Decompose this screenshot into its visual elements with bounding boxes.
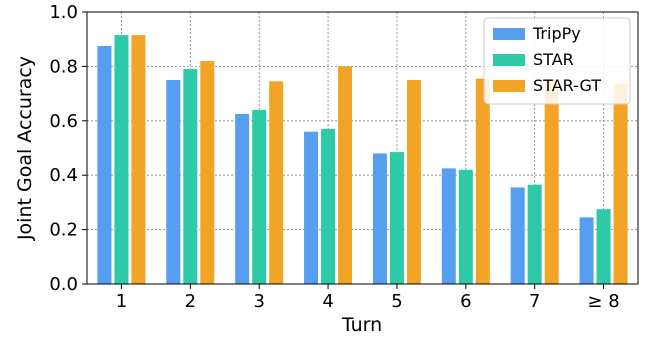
bar-star-gt-5: [406, 80, 421, 284]
x-axis-label: Turn: [341, 314, 382, 336]
x-tick-label: 2: [185, 291, 196, 312]
bar-star-7: [527, 184, 542, 284]
x-tick-label: ≥ 8: [587, 291, 619, 312]
bar-trippy-1: [97, 46, 112, 284]
legend-swatch: [493, 54, 525, 66]
y-tick-label: 0.2: [49, 220, 78, 241]
bar-trippy-3: [235, 114, 250, 284]
y-tick-label: 1.0: [49, 2, 78, 23]
bar-trippy-4: [304, 131, 319, 284]
bar-trippy-7: [510, 187, 525, 284]
y-tick-label: 0.0: [49, 274, 78, 295]
bar-trippy-5: [372, 153, 387, 284]
bar-star-gt-6: [475, 78, 490, 284]
y-axis-label: Joint Goal Accuracy: [14, 56, 36, 241]
x-tick-label: 3: [253, 291, 264, 312]
legend-swatch: [493, 28, 525, 40]
bar-star-gt-2: [200, 60, 215, 285]
x-tick-label: 6: [460, 291, 471, 312]
bar-trippy-2: [166, 80, 181, 284]
legend-swatch: [493, 80, 525, 92]
bar-star-3: [252, 109, 267, 284]
y-tick-label: 0.4: [49, 165, 78, 186]
bar-star-gt-8: [613, 84, 628, 284]
bar-star-1: [114, 35, 129, 285]
legend-label: TripPy: [532, 24, 581, 43]
bar-star-gt-1: [131, 35, 146, 285]
bar-star-gt-4: [338, 66, 353, 285]
bar-star-5: [389, 152, 404, 284]
bar-trippy-6: [441, 168, 456, 284]
bar-star-8: [596, 209, 611, 284]
legend-label: STAR: [533, 50, 574, 69]
bar-star-gt-7: [544, 80, 559, 284]
x-tick-label: 5: [391, 291, 402, 312]
y-axis: 0.0 0.2 0.4 0.6 0.8 1.0: [49, 2, 87, 295]
y-tick-label: 0.8: [49, 56, 78, 77]
x-tick-label: 1: [116, 291, 127, 312]
bar-star-gt-3: [269, 81, 284, 284]
bar-trippy-8: [579, 217, 594, 284]
bars: [97, 35, 628, 285]
x-tick-label: 7: [529, 291, 540, 312]
legend: TripPy STAR STAR-GT: [483, 17, 631, 105]
y-tick-label: 0.6: [49, 111, 78, 132]
bar-star-6: [458, 169, 473, 284]
bar-star-2: [183, 69, 198, 285]
x-axis: 1 2 3 4 5 6 7 ≥ 8: [116, 284, 620, 312]
legend-label: STAR-GT: [533, 76, 601, 95]
bar-star-4: [321, 128, 336, 284]
x-tick-label: 4: [322, 291, 333, 312]
plot-frame: [86, 11, 639, 285]
